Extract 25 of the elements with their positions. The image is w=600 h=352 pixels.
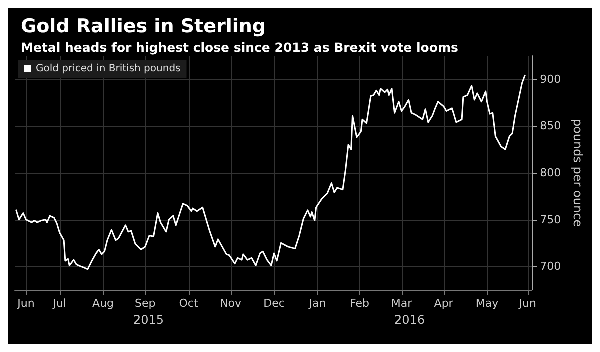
x-tick-label: Feb <box>350 297 370 310</box>
text: 2016 <box>394 313 426 327</box>
chart-title: Gold Rallies in Sterling <box>21 16 266 38</box>
x-tick-label: Mar <box>391 297 413 310</box>
x-tick-label: Dec <box>264 297 285 310</box>
x-tick-label: Aug <box>92 297 114 310</box>
legend-label: Gold priced in British pounds <box>36 64 181 74</box>
y-tick-label: 900 <box>540 72 562 86</box>
chart-subtitle: Metal heads for highest close since 2013 as Brexit vote looms <box>21 40 458 55</box>
x-tick-label: Sep <box>134 297 156 310</box>
x-tick-label: Jan <box>308 297 326 310</box>
x-tick-label: May <box>476 297 500 310</box>
y-tick-label: 850 <box>540 120 562 133</box>
x-tick-label: Jun <box>16 297 35 310</box>
y-tick-label: 750 <box>540 213 562 226</box>
x-tick-label: Apr <box>434 297 454 310</box>
text: 2015 <box>134 313 164 327</box>
x-tick-label: Jun <box>518 297 537 310</box>
x-tick-label: Nov <box>220 297 242 310</box>
line-series <box>16 74 526 270</box>
y-tick-label: 800 <box>540 166 562 180</box>
y-axis-title: pounds per ounce <box>571 118 585 228</box>
x-tick-label: Oct <box>179 297 199 310</box>
y-tick-label: 700 <box>540 260 562 274</box>
x-tick-label: Jul <box>52 297 66 310</box>
